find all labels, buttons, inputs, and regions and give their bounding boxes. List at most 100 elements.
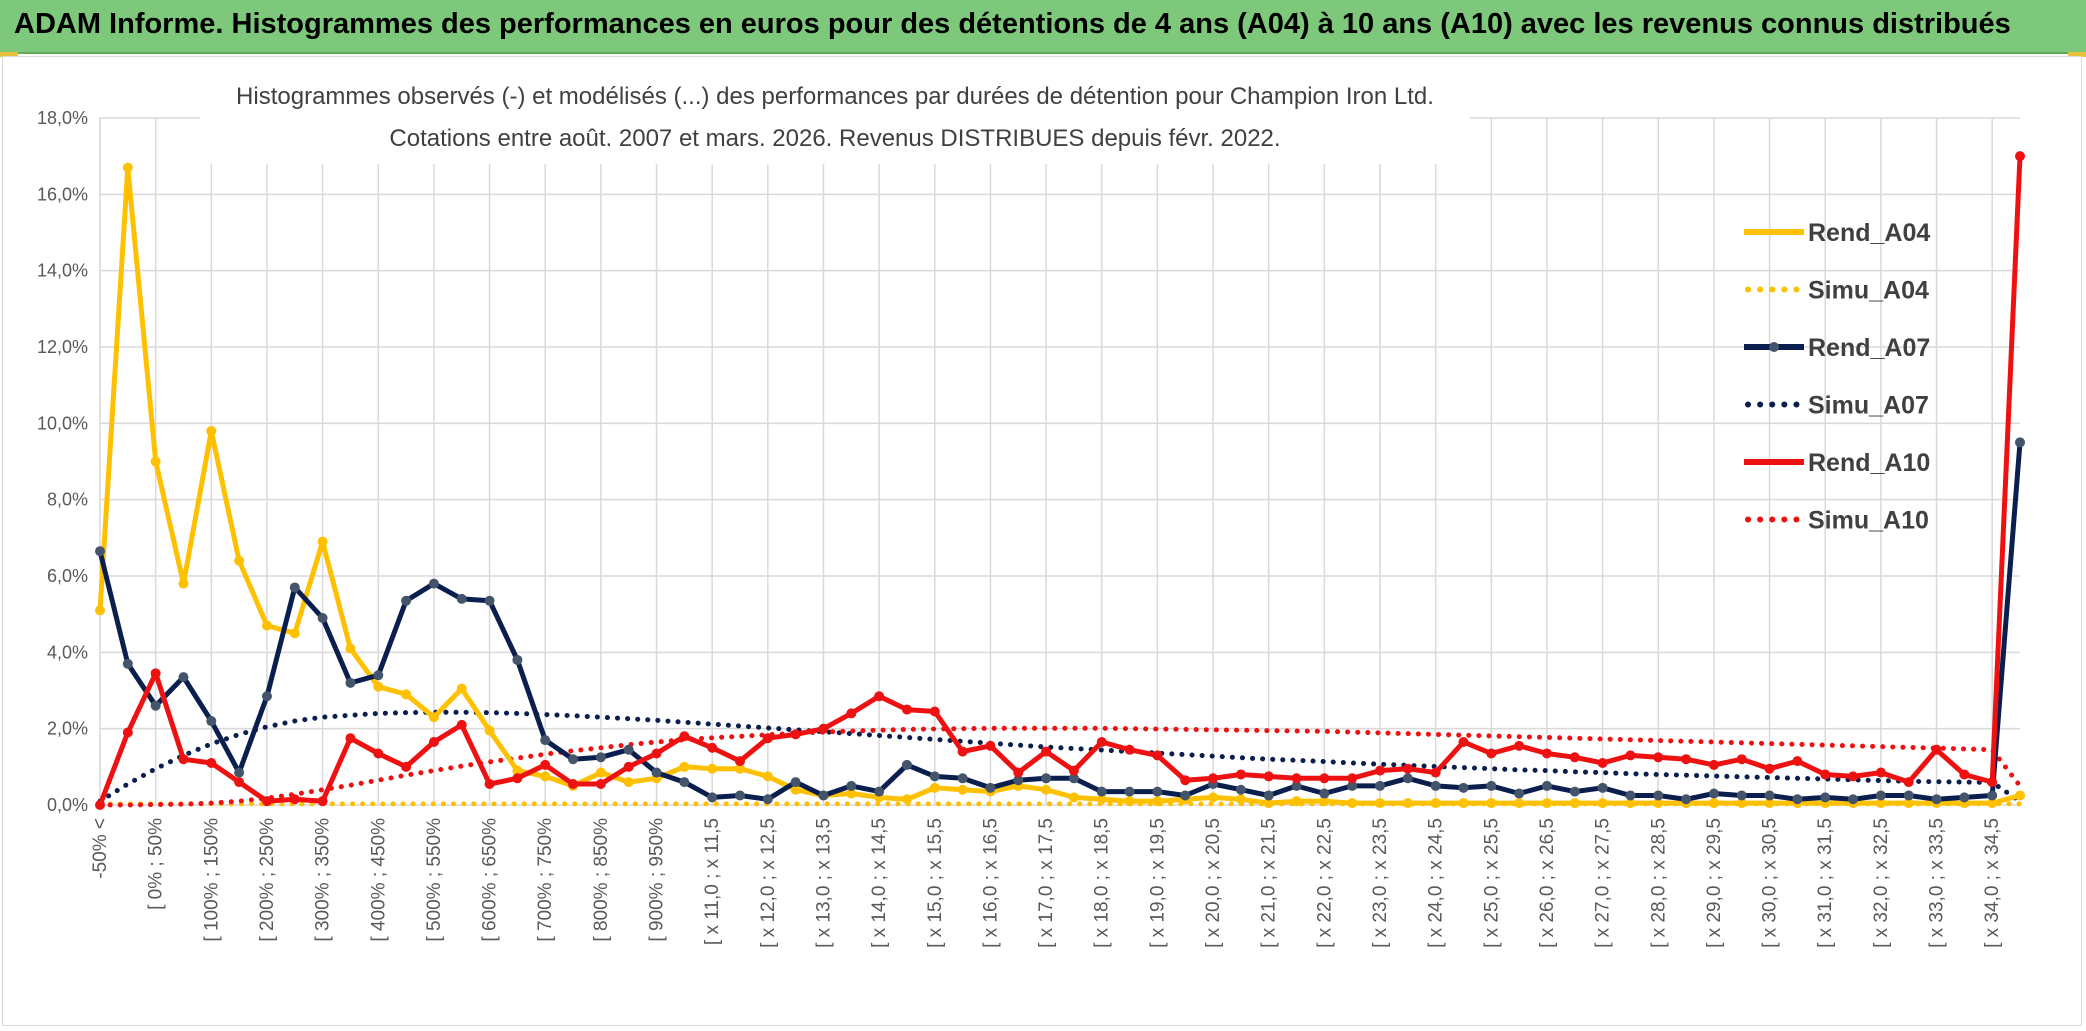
data-point	[985, 740, 996, 751]
data-point	[1959, 792, 1970, 803]
data-point	[1319, 788, 1330, 799]
x-tick-label: [ x 33,0 ; x 33,5	[1927, 818, 1948, 948]
data-point	[623, 761, 634, 772]
series-rend-a07	[95, 437, 2025, 805]
data-point	[1708, 788, 1719, 799]
x-tick-label: [ 700% ; 750%	[535, 818, 556, 942]
data-point	[1959, 769, 1970, 780]
data-point	[95, 800, 105, 810]
data-point	[484, 779, 495, 790]
data-point	[707, 763, 718, 774]
data-point	[1486, 798, 1497, 809]
data-point	[1569, 798, 1580, 809]
data-point	[985, 782, 996, 793]
data-point	[512, 765, 523, 776]
data-point	[1291, 773, 1302, 784]
data-point	[1681, 794, 1692, 805]
data-point	[1514, 798, 1525, 809]
legend-item: Rend_A10	[1744, 449, 1930, 477]
data-point	[1152, 786, 1163, 797]
data-point	[95, 546, 105, 557]
data-point	[929, 706, 940, 717]
data-point	[150, 456, 161, 467]
series-simu-a10	[97, 725, 2023, 808]
data-point	[1458, 782, 1469, 793]
data-point	[428, 737, 439, 748]
data-point	[261, 691, 272, 702]
data-point	[1263, 790, 1274, 801]
data-point	[1402, 773, 1413, 784]
data-point	[1653, 798, 1664, 809]
data-point	[957, 773, 968, 784]
chart-title: Histogrammes observés (-) et modélisés (…	[236, 83, 1434, 110]
y-tick-label: 6,0%	[47, 566, 88, 586]
series-rend-a04	[95, 162, 2025, 809]
x-tick-label: -50% <	[90, 818, 111, 879]
data-point	[595, 752, 606, 763]
data-point	[1096, 786, 1107, 797]
data-point	[540, 735, 551, 746]
data-point	[929, 771, 940, 782]
data-point	[373, 670, 384, 681]
series-group	[95, 151, 2025, 810]
data-point	[623, 777, 634, 788]
x-axis-ticks: -50% < [ 0% ; 50% [ 100% ; 150% [ 200% ; 25…	[90, 818, 2003, 948]
data-point	[1152, 750, 1163, 761]
legend-marker	[1769, 342, 1779, 352]
data-point	[846, 708, 857, 719]
data-point	[1458, 798, 1469, 809]
data-point	[1068, 765, 1079, 776]
data-point	[1458, 737, 1469, 748]
data-point	[1764, 763, 1775, 774]
data-point	[1541, 748, 1552, 759]
data-point	[1931, 744, 1942, 755]
data-point	[428, 712, 439, 723]
data-point	[1124, 796, 1135, 807]
data-point	[1987, 777, 1998, 788]
x-tick-label: [ x 34,0 ; x 34,5	[1982, 818, 2003, 948]
data-point	[1235, 794, 1246, 805]
data-point	[2015, 437, 2025, 448]
series-line	[97, 165, 2021, 806]
data-point	[1931, 794, 1942, 805]
series-simu-a07	[97, 709, 2023, 804]
data-point	[178, 672, 189, 683]
data-point	[1987, 790, 1998, 801]
data-point	[1625, 750, 1636, 761]
chart-frame	[2, 56, 2082, 1026]
data-point	[1347, 798, 1358, 809]
data-point	[1653, 752, 1664, 763]
data-point	[1736, 754, 1747, 765]
data-point	[1681, 754, 1692, 765]
data-point	[957, 784, 968, 795]
data-point	[790, 777, 801, 788]
data-point	[1430, 767, 1441, 778]
data-point	[957, 746, 968, 757]
data-point	[540, 771, 551, 782]
data-point	[1013, 775, 1024, 786]
data-point	[401, 595, 412, 606]
data-point	[679, 761, 690, 772]
x-tick-label: [ x 23,0 ; x 23,5	[1370, 818, 1391, 948]
x-tick-label: [ x 32,0 ; x 32,5	[1871, 818, 1892, 948]
data-point	[150, 668, 161, 679]
data-point	[1096, 794, 1107, 805]
data-point	[1987, 798, 1998, 809]
data-point	[345, 643, 356, 654]
data-point	[150, 700, 161, 711]
data-point	[317, 796, 328, 807]
data-point	[1041, 773, 1052, 784]
data-point	[456, 719, 467, 730]
report-banner: ADAM Informe. Histogrammes des performan…	[0, 0, 2086, 54]
x-tick-label: [ x 19,0 ; x 19,5	[1147, 818, 1168, 948]
legend-label: Simu_A04	[1808, 277, 1929, 305]
data-point	[1848, 771, 1859, 782]
x-tick-label: [ x 27,0 ; x 27,5	[1593, 818, 1614, 948]
data-point	[1848, 794, 1859, 805]
data-point	[289, 794, 300, 805]
data-point	[707, 792, 718, 803]
x-tick-label: [ x 29,0 ; x 29,5	[1704, 818, 1725, 948]
data-point	[1597, 782, 1608, 793]
data-point	[512, 654, 523, 665]
data-point	[234, 555, 245, 566]
